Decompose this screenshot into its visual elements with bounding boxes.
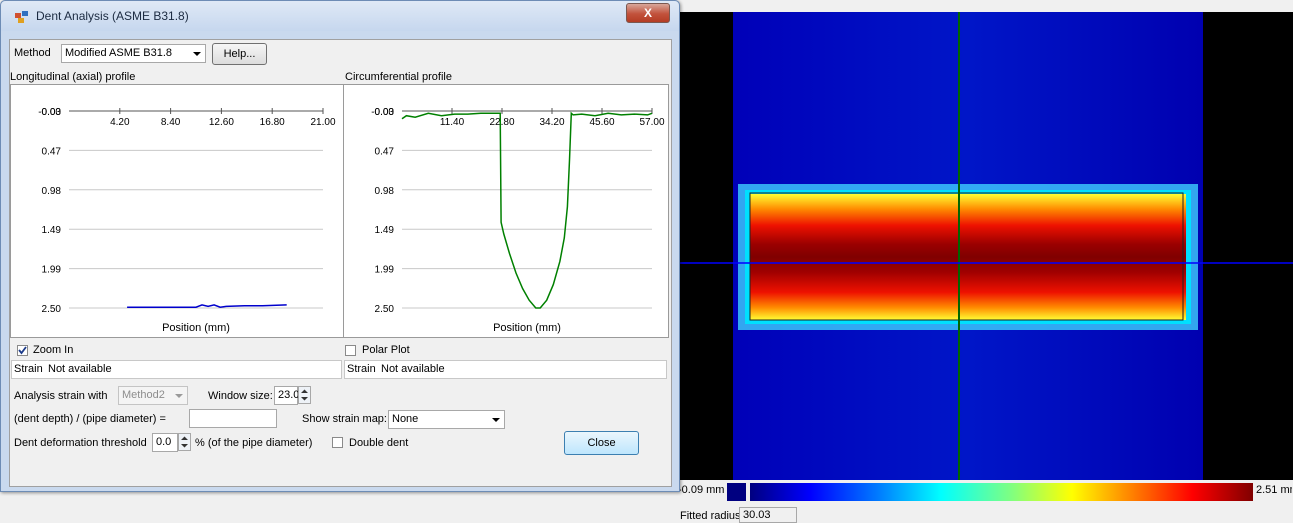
title-bar[interactable]: Dent Analysis (ASME B31.8) X — [1, 1, 679, 31]
window-title: Dent Analysis (ASME B31.8) — [36, 9, 189, 23]
spin-arrows-icon — [181, 436, 188, 448]
y-tick-label: 1.99 — [375, 265, 395, 276]
circumferential-chart-svg: -0.03 0.47 0.98 1.49 1.99 2.50 0.00 11.40 22.80 3… — [371, 107, 665, 334]
fitted-radius-label: Fitted radius — [680, 510, 741, 522]
chevron-down-icon — [175, 394, 183, 398]
y-tick-label: 0.00 — [42, 107, 62, 118]
analysis-strain-value: Method2 — [122, 389, 165, 401]
polar-plot-checkbox[interactable] — [345, 345, 356, 356]
longitudinal-chart-svg: -0.03 0.47 0.98 1.49 1.99 2.50 0.00 4.20 8.40 12.… — [38, 107, 336, 334]
zoom-in-checkbox[interactable] — [17, 345, 28, 356]
ratio-label: (dent depth) / (pipe diameter) = — [14, 413, 166, 425]
window-size-spinner[interactable] — [298, 386, 311, 404]
colormap-bar — [750, 483, 1253, 501]
close-button[interactable]: Close — [564, 431, 639, 455]
y-tick-label: 1.99 — [42, 265, 62, 276]
y-tick-label: -0.03 — [371, 107, 394, 118]
longitudinal-title: Longitudinal (axial) profile — [10, 71, 136, 83]
y-tick-label: 2.50 — [375, 304, 395, 315]
method-select[interactable]: Modified ASME B31.8 — [61, 44, 206, 63]
y-tick-label: 0.98 — [42, 186, 62, 197]
strain-map-select[interactable]: None — [388, 410, 505, 429]
strain-right-value: Not available — [381, 363, 445, 375]
analysis-strain-select[interactable]: Method2 — [118, 386, 188, 405]
zoom-in-label: Zoom In — [33, 344, 74, 356]
strain-left-value: Not available — [48, 363, 112, 375]
help-button[interactable]: Help... — [212, 43, 267, 65]
double-dent-label: Double dent — [349, 437, 409, 449]
threshold-input[interactable]: 0.0 — [152, 433, 178, 452]
dialog-client-area: Method Modified ASME B31.8 Help... Longi… — [9, 39, 672, 487]
circumferential-chart: -0.03 0.47 0.98 1.49 1.99 2.50 0.00 11.40 22.80 3… — [343, 84, 669, 338]
double-dent-checkbox[interactable] — [332, 437, 343, 448]
x-tick-label: 57.00 — [639, 117, 664, 128]
x-axis-label: Position (mm) — [162, 322, 230, 334]
fitted-radius-value: 30.03 — [739, 507, 797, 523]
threshold-spinner[interactable] — [178, 433, 191, 451]
spin-arrows-icon — [301, 389, 308, 401]
strain-map-value: None — [392, 413, 419, 425]
strain-right-row: Strain Not available — [344, 360, 667, 379]
y-tick-label: 0.98 — [375, 186, 395, 197]
chevron-down-icon — [193, 52, 201, 56]
dent-analysis-dialog: Dent Analysis (ASME B31.8) X Method Modi… — [0, 0, 680, 492]
series-line — [127, 304, 287, 308]
window-size-input[interactable]: 23.0 — [274, 386, 299, 405]
strain-map-label: Show strain map: — [302, 413, 387, 425]
depth-map-image — [678, 12, 1293, 480]
checkmark-icon — [18, 346, 27, 355]
window-close-button[interactable]: X — [626, 3, 670, 23]
x-tick-label: 34.20 — [539, 117, 564, 128]
threshold-label: Dent deformation threshold — [14, 437, 147, 449]
polar-plot-label: Polar Plot — [362, 344, 410, 356]
longitudinal-chart: -0.03 0.47 0.98 1.49 1.99 2.50 0.00 4.20 8.40 12.… — [10, 84, 344, 338]
colormap-max-label: 2.51 mm — [1256, 484, 1292, 496]
method-label: Method — [14, 47, 51, 59]
window-size-label: Window size: — [208, 390, 273, 402]
y-tick-label: -0.03 — [38, 107, 61, 118]
strain-left-row: Strain Not available — [11, 360, 342, 379]
x-tick-label: 45.60 — [589, 117, 614, 128]
circumferential-title: Circumferential profile — [345, 71, 452, 83]
x-tick-label: 21.00 — [310, 117, 335, 128]
series-line — [401, 111, 653, 309]
colormap-min-label: -0.09 mm — [678, 484, 725, 496]
y-tick-label: 0.00 — [375, 107, 395, 118]
y-tick-label: 2.50 — [42, 304, 62, 315]
x-tick-label: 11.40 — [440, 117, 465, 128]
x-tick-label: 16.80 — [260, 117, 285, 128]
depth-map-viewer[interactable] — [678, 12, 1293, 480]
y-tick-label: 0.47 — [42, 146, 62, 157]
x-tick-label: 8.40 — [161, 117, 181, 128]
method-select-value: Modified ASME B31.8 — [65, 47, 173, 59]
chevron-down-icon — [492, 418, 500, 422]
threshold-suffix: % (of the pipe diameter) — [195, 437, 313, 449]
y-tick-label: 0.47 — [375, 146, 395, 157]
strain-right-label: Strain — [347, 363, 376, 375]
ratio-input[interactable] — [189, 409, 277, 428]
x-tick-label: 12.60 — [209, 117, 234, 128]
colormap-low-swatch — [727, 483, 746, 501]
y-tick-label: 1.49 — [375, 225, 395, 236]
x-axis-label: Position (mm) — [493, 322, 561, 334]
x-tick-label: 4.20 — [110, 117, 130, 128]
x-tick-label: 22.80 — [489, 117, 514, 128]
app-icon — [15, 11, 28, 23]
analysis-strain-label: Analysis strain with — [14, 390, 108, 402]
strain-left-label: Strain — [14, 363, 43, 375]
y-tick-label: 1.49 — [42, 225, 62, 236]
